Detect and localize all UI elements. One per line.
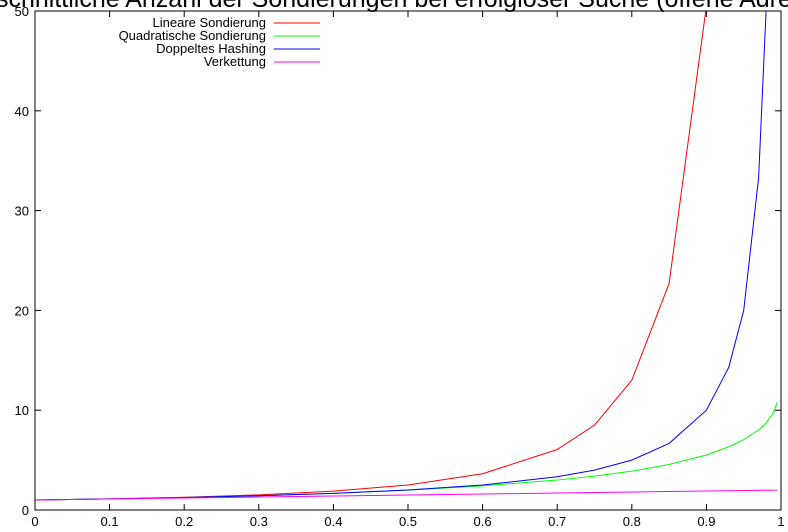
series-line-4 bbox=[35, 489, 778, 501]
legend-label: Doppeltes Hashing bbox=[156, 41, 266, 56]
x-tick-label: 0.9 bbox=[697, 514, 715, 529]
legend-label: Quadratische Sondierung bbox=[119, 28, 266, 43]
legend-label: Lineare Sondierung bbox=[153, 15, 266, 30]
x-tick-label: 1 bbox=[777, 514, 784, 529]
series-line-1 bbox=[35, 11, 707, 501]
x-tick-label: 0.1 bbox=[101, 514, 119, 529]
series-line-3 bbox=[35, 11, 767, 501]
x-tick-label: 0.8 bbox=[623, 514, 641, 529]
x-tick-label: 0.2 bbox=[175, 514, 193, 529]
y-tick-label: 40 bbox=[15, 104, 29, 119]
series-layer bbox=[35, 11, 778, 501]
y-tick-label: 0 bbox=[22, 503, 29, 518]
chart-title: Durchschnittliche Anzahl der Sondierunge… bbox=[0, 0, 788, 13]
plot-frame bbox=[34, 10, 782, 511]
y-tick-label: 10 bbox=[15, 403, 29, 418]
y-tick-label: 50 bbox=[15, 4, 29, 19]
x-tick-label: 0.7 bbox=[548, 514, 566, 529]
legend-label: Verkettung bbox=[204, 54, 266, 69]
x-tick-label: 0.4 bbox=[324, 514, 342, 529]
x-tick-label: 0.5 bbox=[399, 514, 417, 529]
y-tick-label: 20 bbox=[15, 303, 29, 318]
y-tick-label: 30 bbox=[15, 204, 29, 219]
x-tick-label: 0 bbox=[31, 514, 38, 529]
x-tick-label: 0.3 bbox=[250, 514, 268, 529]
x-tick-label: 0.6 bbox=[474, 514, 492, 529]
